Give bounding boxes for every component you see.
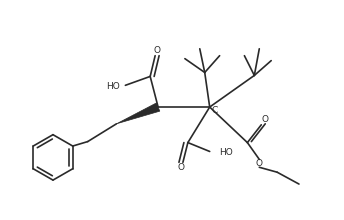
Polygon shape [117,103,160,124]
Text: HO: HO [219,148,233,157]
Text: O: O [262,115,269,124]
Text: C: C [212,106,218,114]
Text: O: O [256,159,263,168]
Text: O: O [178,163,184,172]
Text: O: O [154,46,161,55]
Text: HO: HO [106,82,119,91]
